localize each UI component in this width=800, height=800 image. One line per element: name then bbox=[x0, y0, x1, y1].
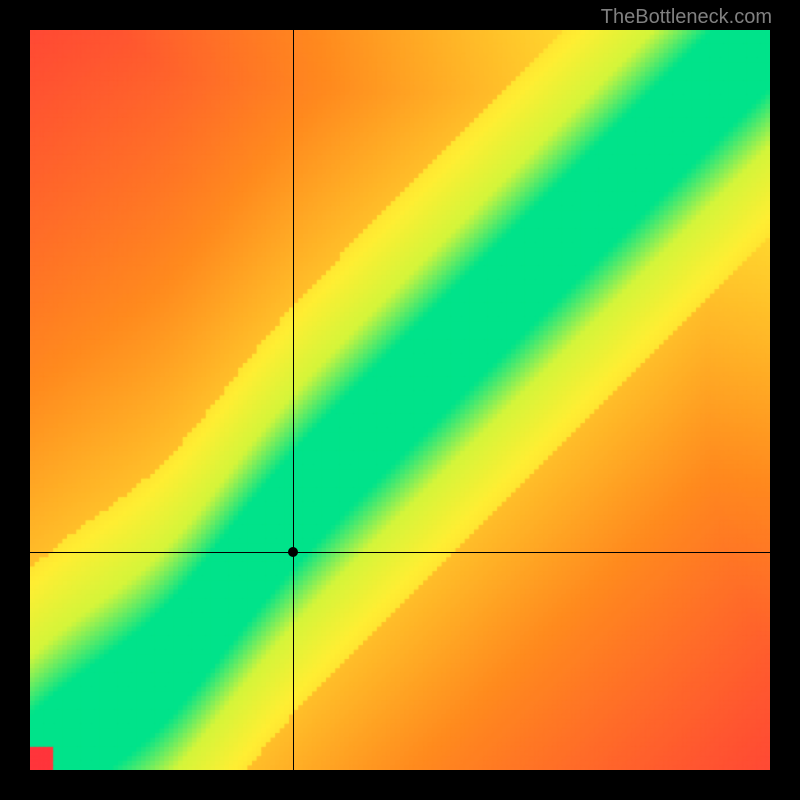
crosshair-marker bbox=[288, 547, 298, 557]
plot-area bbox=[30, 30, 770, 770]
crosshair-horizontal bbox=[30, 552, 770, 553]
heatmap-canvas bbox=[30, 30, 770, 770]
crosshair-vertical bbox=[293, 30, 294, 770]
watermark-text: TheBottleneck.com bbox=[601, 6, 772, 29]
chart-container: TheBottleneck.com bbox=[0, 0, 800, 800]
